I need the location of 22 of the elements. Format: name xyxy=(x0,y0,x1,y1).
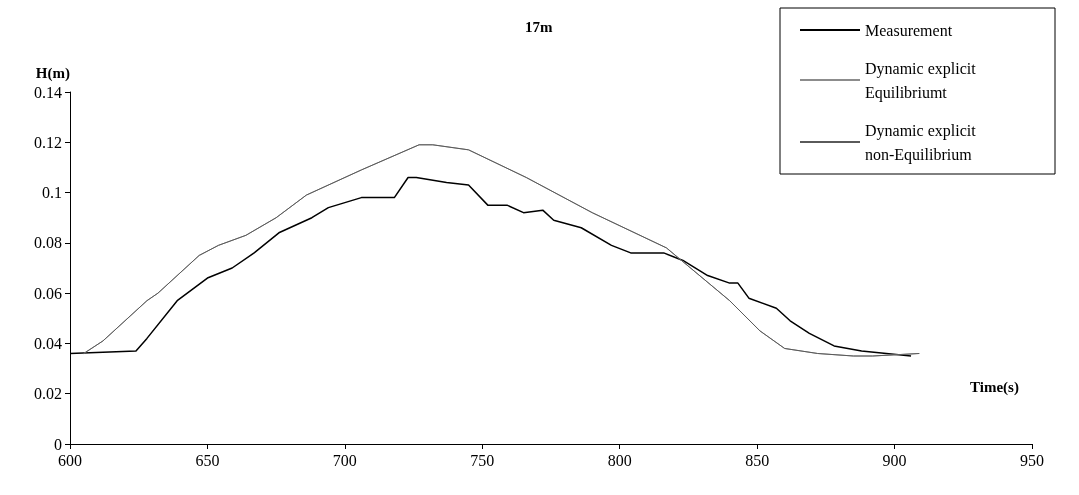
y-tick-label: 0 xyxy=(54,435,62,453)
y-tick-label: 0.14 xyxy=(34,83,62,101)
y-axis-title: H(m) xyxy=(35,64,70,82)
y-tick-label: 0.08 xyxy=(34,234,62,252)
legend-label: Dynamic explicit Equilibriumt xyxy=(865,59,980,102)
x-tick-label: 700 xyxy=(332,451,357,469)
y-tick-label: 0.12 xyxy=(34,133,62,151)
x-tick-label: 950 xyxy=(1020,451,1044,469)
y-tick-label: 0.06 xyxy=(34,284,62,302)
x-tick-label: 800 xyxy=(607,451,632,469)
y-tick-label: 0.02 xyxy=(34,385,62,403)
legend-label: Measurement xyxy=(865,21,953,39)
legend-label: Dynamic explicit non-Equilibrium xyxy=(865,121,980,164)
x-axis-title: Time(s) xyxy=(970,378,1019,396)
x-tick-label: 850 xyxy=(745,451,770,469)
x-tick-label: 750 xyxy=(470,451,495,469)
x-tick-label: 900 xyxy=(882,451,907,469)
y-tick-label: 0.1 xyxy=(42,184,62,202)
y-tick-label: 0.04 xyxy=(34,334,62,352)
chart-title: 17m xyxy=(525,18,553,35)
x-tick-label: 600 xyxy=(58,451,82,469)
x-tick-label: 650 xyxy=(195,451,220,469)
